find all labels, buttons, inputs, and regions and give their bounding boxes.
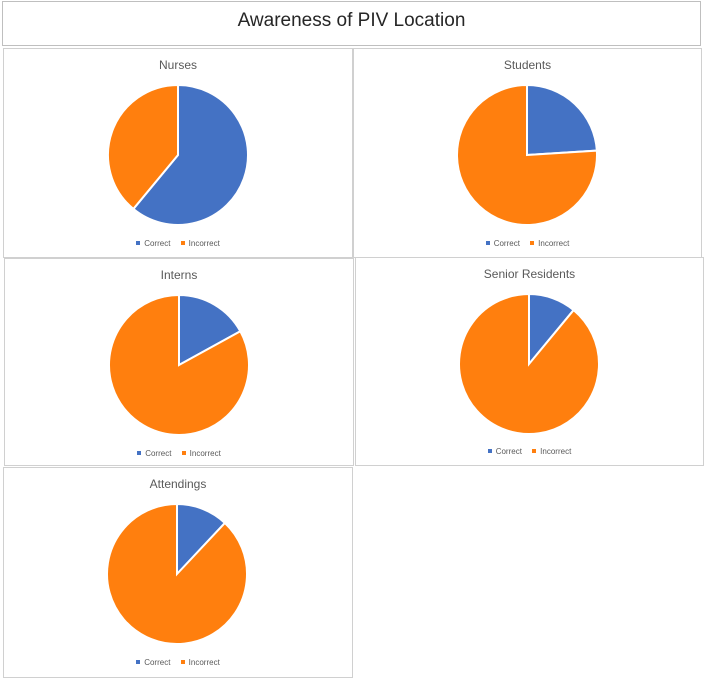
legend: Correct Incorrect [4, 658, 352, 667]
pie-chart [456, 83, 598, 226]
legend: Correct Incorrect [4, 239, 352, 248]
legend-swatch-incorrect [180, 659, 185, 664]
legend-swatch-correct [137, 450, 142, 455]
main-title-box: Awareness of PIV Location [2, 1, 701, 46]
legend-label: Correct [144, 239, 171, 248]
chart-title: Attendings [149, 477, 207, 491]
chart-panel-interns: Interns Correct Incorrect [4, 258, 354, 466]
pie-chart [107, 293, 250, 436]
pie-chart [106, 502, 248, 645]
pie-chart [458, 292, 601, 435]
pie-slice-correct [131, 83, 249, 226]
legend-swatch-correct [485, 240, 490, 245]
chart-panel-nurses: Nurses Correct Incorrect [3, 48, 353, 258]
legend-label: Incorrect [540, 447, 572, 456]
legend-item-incorrect: Incorrect [181, 449, 221, 458]
legend: Correct Incorrect [354, 239, 701, 248]
legend-label: Incorrect [538, 239, 570, 248]
pie-slice-correct [526, 83, 598, 157]
legend: Correct Incorrect [356, 447, 703, 456]
legend-item-incorrect: Incorrect [180, 658, 220, 667]
chart-title: Students [503, 58, 552, 72]
legend-label: Correct [145, 449, 172, 458]
chart-panel-attendings: Attendings Correct Incorrect [3, 467, 353, 678]
legend-label: Incorrect [188, 239, 220, 248]
chart-title: Senior Residents [483, 267, 576, 281]
legend-item-incorrect: Incorrect [532, 447, 571, 456]
pie-chart [106, 83, 249, 226]
legend-item-correct: Correct [485, 239, 520, 248]
pie-slice-incorrect [107, 293, 250, 436]
legend-swatch-correct [136, 659, 141, 664]
main-title: Awareness of PIV Location [237, 10, 466, 31]
legend-label: Correct [493, 239, 520, 248]
chart-panel-senior-residents: Senior Residents Correct Incorrect [355, 257, 704, 466]
chart-title: Nurses [158, 58, 197, 72]
legend-label: Incorrect [189, 449, 221, 458]
legend-item-correct: Correct [136, 658, 170, 667]
chart-title: Interns [160, 268, 198, 282]
legend-label: Correct [495, 447, 522, 456]
pie-slice-incorrect [106, 83, 179, 211]
chart-panel-students: Students Correct Incorrect [353, 48, 702, 258]
pie-slice-incorrect [106, 502, 248, 645]
legend: Correct Incorrect [5, 449, 353, 458]
legend-item-correct: Correct [137, 449, 171, 458]
legend-item-incorrect: Incorrect [180, 239, 220, 248]
pie-slice-correct [178, 293, 242, 367]
legend-item-correct: Correct [136, 239, 170, 248]
legend-label: Correct [144, 658, 171, 667]
legend-swatch-correct [136, 240, 141, 245]
legend-swatch-incorrect [181, 450, 186, 455]
legend-item-correct: Correct [487, 447, 522, 456]
legend-label: Incorrect [188, 658, 220, 667]
pie-slice-incorrect [458, 292, 601, 435]
legend-swatch-incorrect [532, 448, 537, 453]
legend-swatch-incorrect [180, 240, 185, 245]
legend-swatch-incorrect [530, 240, 535, 245]
legend-item-incorrect: Incorrect [530, 239, 569, 248]
legend-swatch-correct [487, 448, 492, 453]
pie-slice-incorrect [456, 83, 598, 226]
